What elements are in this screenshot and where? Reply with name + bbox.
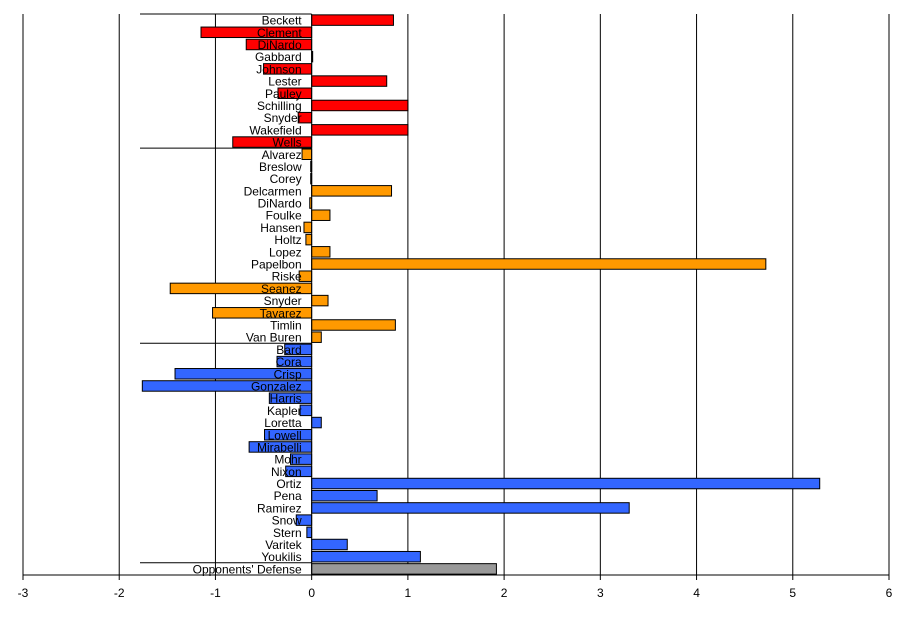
x-tick-label: 5 [789, 586, 796, 600]
category-label: Lowell [268, 428, 302, 442]
category-label: DiNardo [258, 197, 302, 211]
category-label: Van Buren [246, 331, 302, 345]
bar [311, 75, 388, 87]
bar [311, 416, 322, 429]
category-label: Schilling [257, 99, 302, 113]
category-label: Clement [257, 26, 302, 40]
category-label: Loretta [264, 416, 302, 430]
x-tick-label: 6 [886, 586, 893, 600]
category-label: Nixon [271, 465, 302, 479]
bar [311, 331, 322, 343]
category-label: Timlin [270, 318, 302, 332]
bars [141, 14, 821, 575]
category-label: Gabbard [255, 50, 302, 64]
bar [311, 477, 821, 490]
x-tick-label: -2 [114, 586, 125, 600]
bar [311, 124, 409, 136]
category-label: Harris [270, 392, 302, 406]
category-label: Lopez [269, 245, 302, 259]
category-label: Youkilis [261, 550, 301, 564]
category-label: Crisp [274, 367, 302, 381]
category-label: Pauley [265, 87, 302, 101]
bar [311, 319, 396, 331]
category-label: Wakefield [249, 123, 301, 137]
category-label: Johnson [256, 62, 301, 76]
category-label: Corey [270, 172, 302, 186]
category-label: Foulke [266, 209, 302, 223]
category-label: Beckett [262, 14, 303, 28]
category-labels: BeckettClementDiNardoGabbardJohnsonLeste… [193, 14, 303, 577]
bar [311, 185, 393, 197]
bar [305, 233, 313, 246]
category-label: Mirabelli [257, 440, 302, 454]
category-label: Ramirez [257, 501, 302, 515]
category-label: Ortiz [276, 477, 301, 491]
category-label: DiNardo [258, 38, 302, 52]
x-tick-label: -3 [18, 586, 29, 600]
category-label: Snyder [264, 111, 302, 125]
x-tick-label: 1 [405, 586, 412, 600]
bar [311, 538, 348, 551]
bar [299, 404, 313, 417]
bar [311, 563, 497, 575]
bar [311, 258, 767, 270]
category-label: Snow [272, 514, 302, 528]
bar [311, 209, 331, 221]
category-label: Pena [274, 489, 302, 503]
x-tick-label: 0 [308, 586, 315, 600]
category-label: Gonzalez [251, 379, 302, 393]
category-label: Snyder [264, 294, 302, 308]
bar [306, 526, 313, 539]
gridlines [22, 14, 890, 575]
category-label: Seanez [261, 282, 302, 296]
bar [311, 489, 378, 502]
category-label: Breslow [259, 160, 302, 174]
bar [311, 99, 409, 112]
x-tick-label: 3 [597, 586, 604, 600]
x-tick-labels: -3 -2 -1 0 1 2 3 4 5 6 [18, 586, 893, 600]
category-label: Kapler [267, 404, 302, 418]
bar [301, 148, 313, 160]
category-label: Hansen [260, 221, 301, 235]
category-label: Cora [276, 355, 302, 369]
category-label: Wells [273, 136, 302, 150]
category-label: Opponents' Defense [193, 562, 302, 576]
category-label: Mohr [274, 453, 301, 467]
x-tick-label: -1 [210, 586, 221, 600]
bar [303, 221, 313, 234]
category-label: Varitek [265, 538, 302, 552]
bar [311, 246, 331, 258]
bar [311, 294, 329, 307]
x-tick-label: 4 [693, 586, 700, 600]
category-label: Delcarmen [244, 184, 302, 198]
category-label: Lester [268, 75, 301, 89]
category-label: Bard [276, 343, 301, 357]
category-label: Riske [272, 270, 302, 284]
category-label: Alvarez [262, 148, 302, 162]
category-label: Tavarez [260, 306, 302, 320]
x-tick-label: 2 [501, 586, 508, 600]
category-label: Stern [273, 526, 302, 540]
category-label: Papelbon [251, 258, 302, 272]
group-separators [140, 13, 312, 564]
category-label: Holtz [274, 233, 301, 247]
x-axis [22, 14, 890, 580]
bar [311, 502, 630, 514]
bar [311, 14, 394, 26]
bar [311, 550, 421, 563]
